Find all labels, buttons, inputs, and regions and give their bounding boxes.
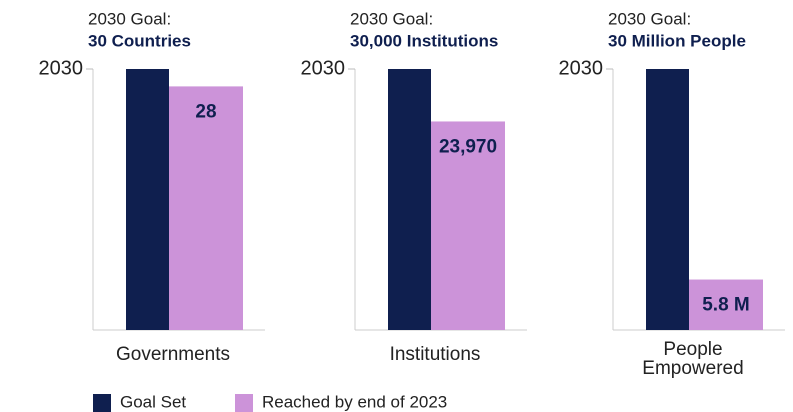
chart-subtitle: 30 Million People <box>608 31 746 50</box>
bar <box>689 279 763 330</box>
bar <box>126 69 169 330</box>
value-label: 5.8 M <box>702 295 750 316</box>
y-tick-label: 2030 <box>559 57 604 79</box>
y-tick-label: 2030 <box>39 57 84 79</box>
chart-subtitle: 30 Countries <box>88 31 191 50</box>
x-tick-label: People Empowered <box>642 339 743 379</box>
legend-label: Reached by end of 2023 <box>262 392 447 411</box>
chart-title: 2030 Goal: <box>88 9 171 28</box>
y-tick-label: 2030 <box>301 57 346 79</box>
bar <box>169 86 243 331</box>
bar <box>431 121 505 330</box>
value-label: 23,970 <box>439 136 497 157</box>
bar <box>646 69 689 330</box>
legend-swatch <box>235 394 253 412</box>
label-line: Empowered <box>642 358 743 379</box>
bar <box>388 69 431 330</box>
x-tick-label: Governments <box>116 344 230 365</box>
value-label: 28 <box>195 101 216 122</box>
label-line: People <box>663 339 722 360</box>
chart-subtitle: 30,000 Institutions <box>350 31 498 50</box>
legend-label: Goal Set <box>120 392 186 411</box>
chart-title: 2030 Goal: <box>350 9 433 28</box>
legend-swatch <box>93 394 111 412</box>
x-tick-label: Institutions <box>390 344 481 365</box>
chart-title: 2030 Goal: <box>608 9 691 28</box>
